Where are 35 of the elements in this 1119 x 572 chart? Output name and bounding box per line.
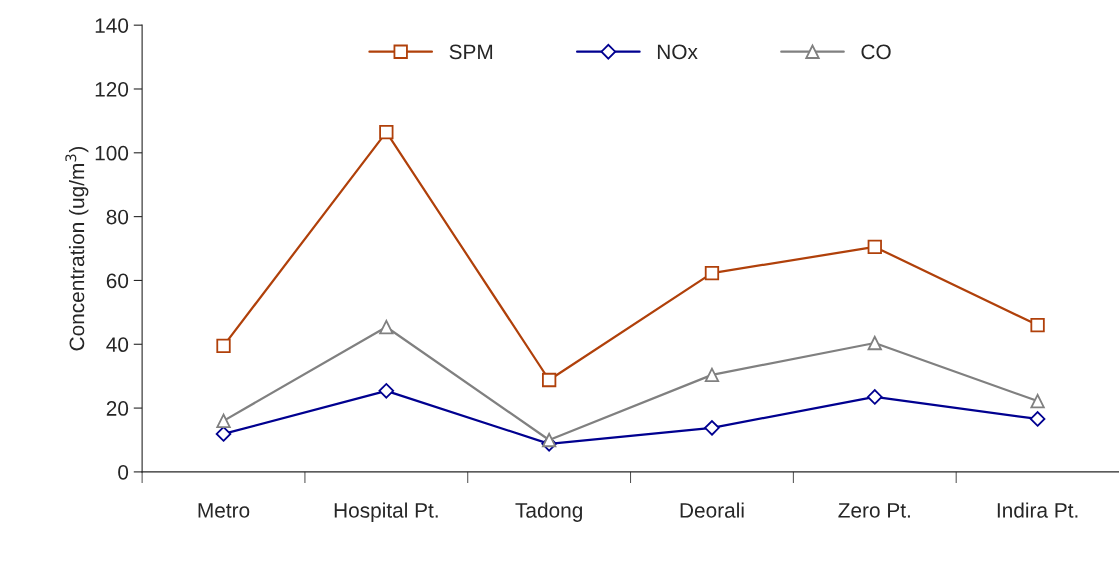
legend-label: CO bbox=[861, 44, 891, 60]
y-tick-label: 40 bbox=[106, 337, 129, 353]
y-tick-label: 60 bbox=[106, 273, 129, 289]
x-tick-label: Hospital Pt. bbox=[334, 502, 438, 522]
point bbox=[541, 372, 557, 388]
point bbox=[704, 420, 720, 436]
point bbox=[215, 426, 232, 442]
point bbox=[378, 383, 395, 399]
point bbox=[379, 319, 394, 335]
y-tick-label: 100 bbox=[95, 145, 129, 161]
point bbox=[216, 413, 231, 428]
y-tick-label: 140 bbox=[95, 18, 129, 33]
point bbox=[704, 367, 720, 383]
y-tick-label: 20 bbox=[106, 401, 129, 416]
x-tick-label: Indira Pt. bbox=[997, 502, 1078, 518]
x-tick-label: Tadong bbox=[515, 502, 582, 522]
point bbox=[379, 124, 394, 140]
legend-label: SPM bbox=[449, 44, 493, 60]
y-tick-label: 80 bbox=[106, 209, 129, 225]
x-tick-label: Zero Pt. bbox=[838, 503, 910, 518]
y-axis-title: Concentration (ug/m$^{3}$) bbox=[65, 147, 89, 351]
x-tick-label: Metro bbox=[198, 503, 250, 518]
x-tick-label: Deorali bbox=[680, 502, 744, 518]
point bbox=[1030, 393, 1045, 409]
y-tick-label: 0 bbox=[118, 464, 129, 480]
point bbox=[867, 239, 882, 255]
point bbox=[866, 389, 883, 405]
point bbox=[704, 265, 720, 281]
point bbox=[541, 432, 557, 448]
point bbox=[216, 338, 231, 354]
y-tick-label: 120 bbox=[95, 81, 129, 97]
point bbox=[867, 335, 882, 351]
point bbox=[1030, 317, 1045, 333]
point bbox=[1029, 411, 1046, 427]
legend-label: NOx bbox=[657, 44, 698, 60]
